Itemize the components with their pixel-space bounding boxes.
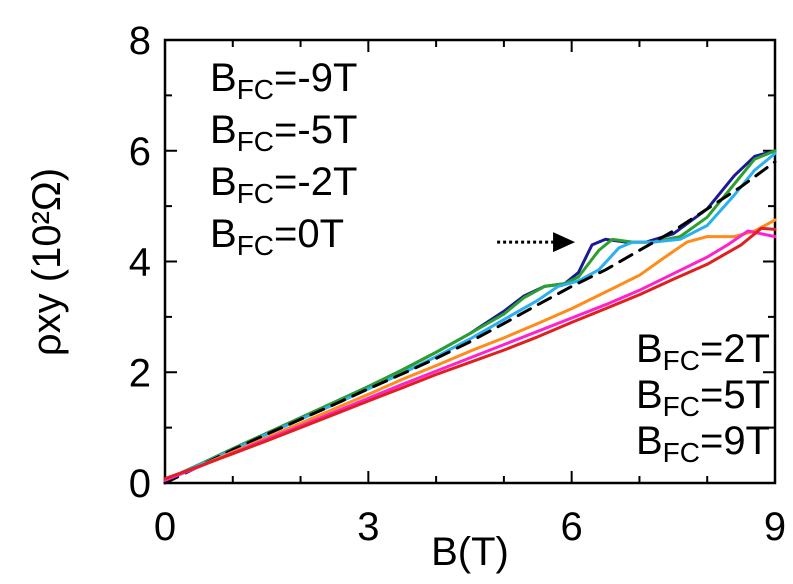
annotation-layer — [497, 232, 576, 253]
axis-tick-labels: 0 3 6 9 0 2 4 6 8 — [129, 19, 786, 549]
legend-entry: BFC=-2T — [210, 160, 357, 209]
legend-entry: BFC=-5T — [210, 108, 357, 157]
legend-entry: BFC=5T — [636, 373, 770, 422]
y-axis-label: ρxy (10²Ω) — [25, 168, 69, 356]
x-axis-label: B(T) — [431, 530, 509, 574]
x-tick-label: 6 — [561, 505, 583, 549]
series-line-7 — [163, 226, 777, 481]
series-line-5 — [163, 218, 777, 482]
series-layer — [163, 149, 777, 485]
x-tick-label: 0 — [154, 505, 176, 549]
y-tick-label: 4 — [129, 241, 151, 285]
y-tick-label: 8 — [129, 19, 151, 63]
x-tick-label: 3 — [357, 505, 379, 549]
legend-entry: BFC=9T — [636, 419, 770, 468]
y-tick-label: 6 — [129, 130, 151, 174]
annotation-arrow-head — [553, 232, 576, 253]
y-tick-label: 0 — [129, 462, 151, 506]
series-line-4 — [163, 160, 777, 485]
legend-entry: BFC=-9T — [210, 56, 357, 105]
legend-entry: BFC=0T — [210, 212, 344, 261]
axis-ticks — [164, 39, 776, 484]
x-tick-label: 9 — [764, 505, 786, 549]
y-tick-label: 2 — [129, 351, 151, 395]
legend-entry: BFC=2T — [636, 327, 770, 376]
